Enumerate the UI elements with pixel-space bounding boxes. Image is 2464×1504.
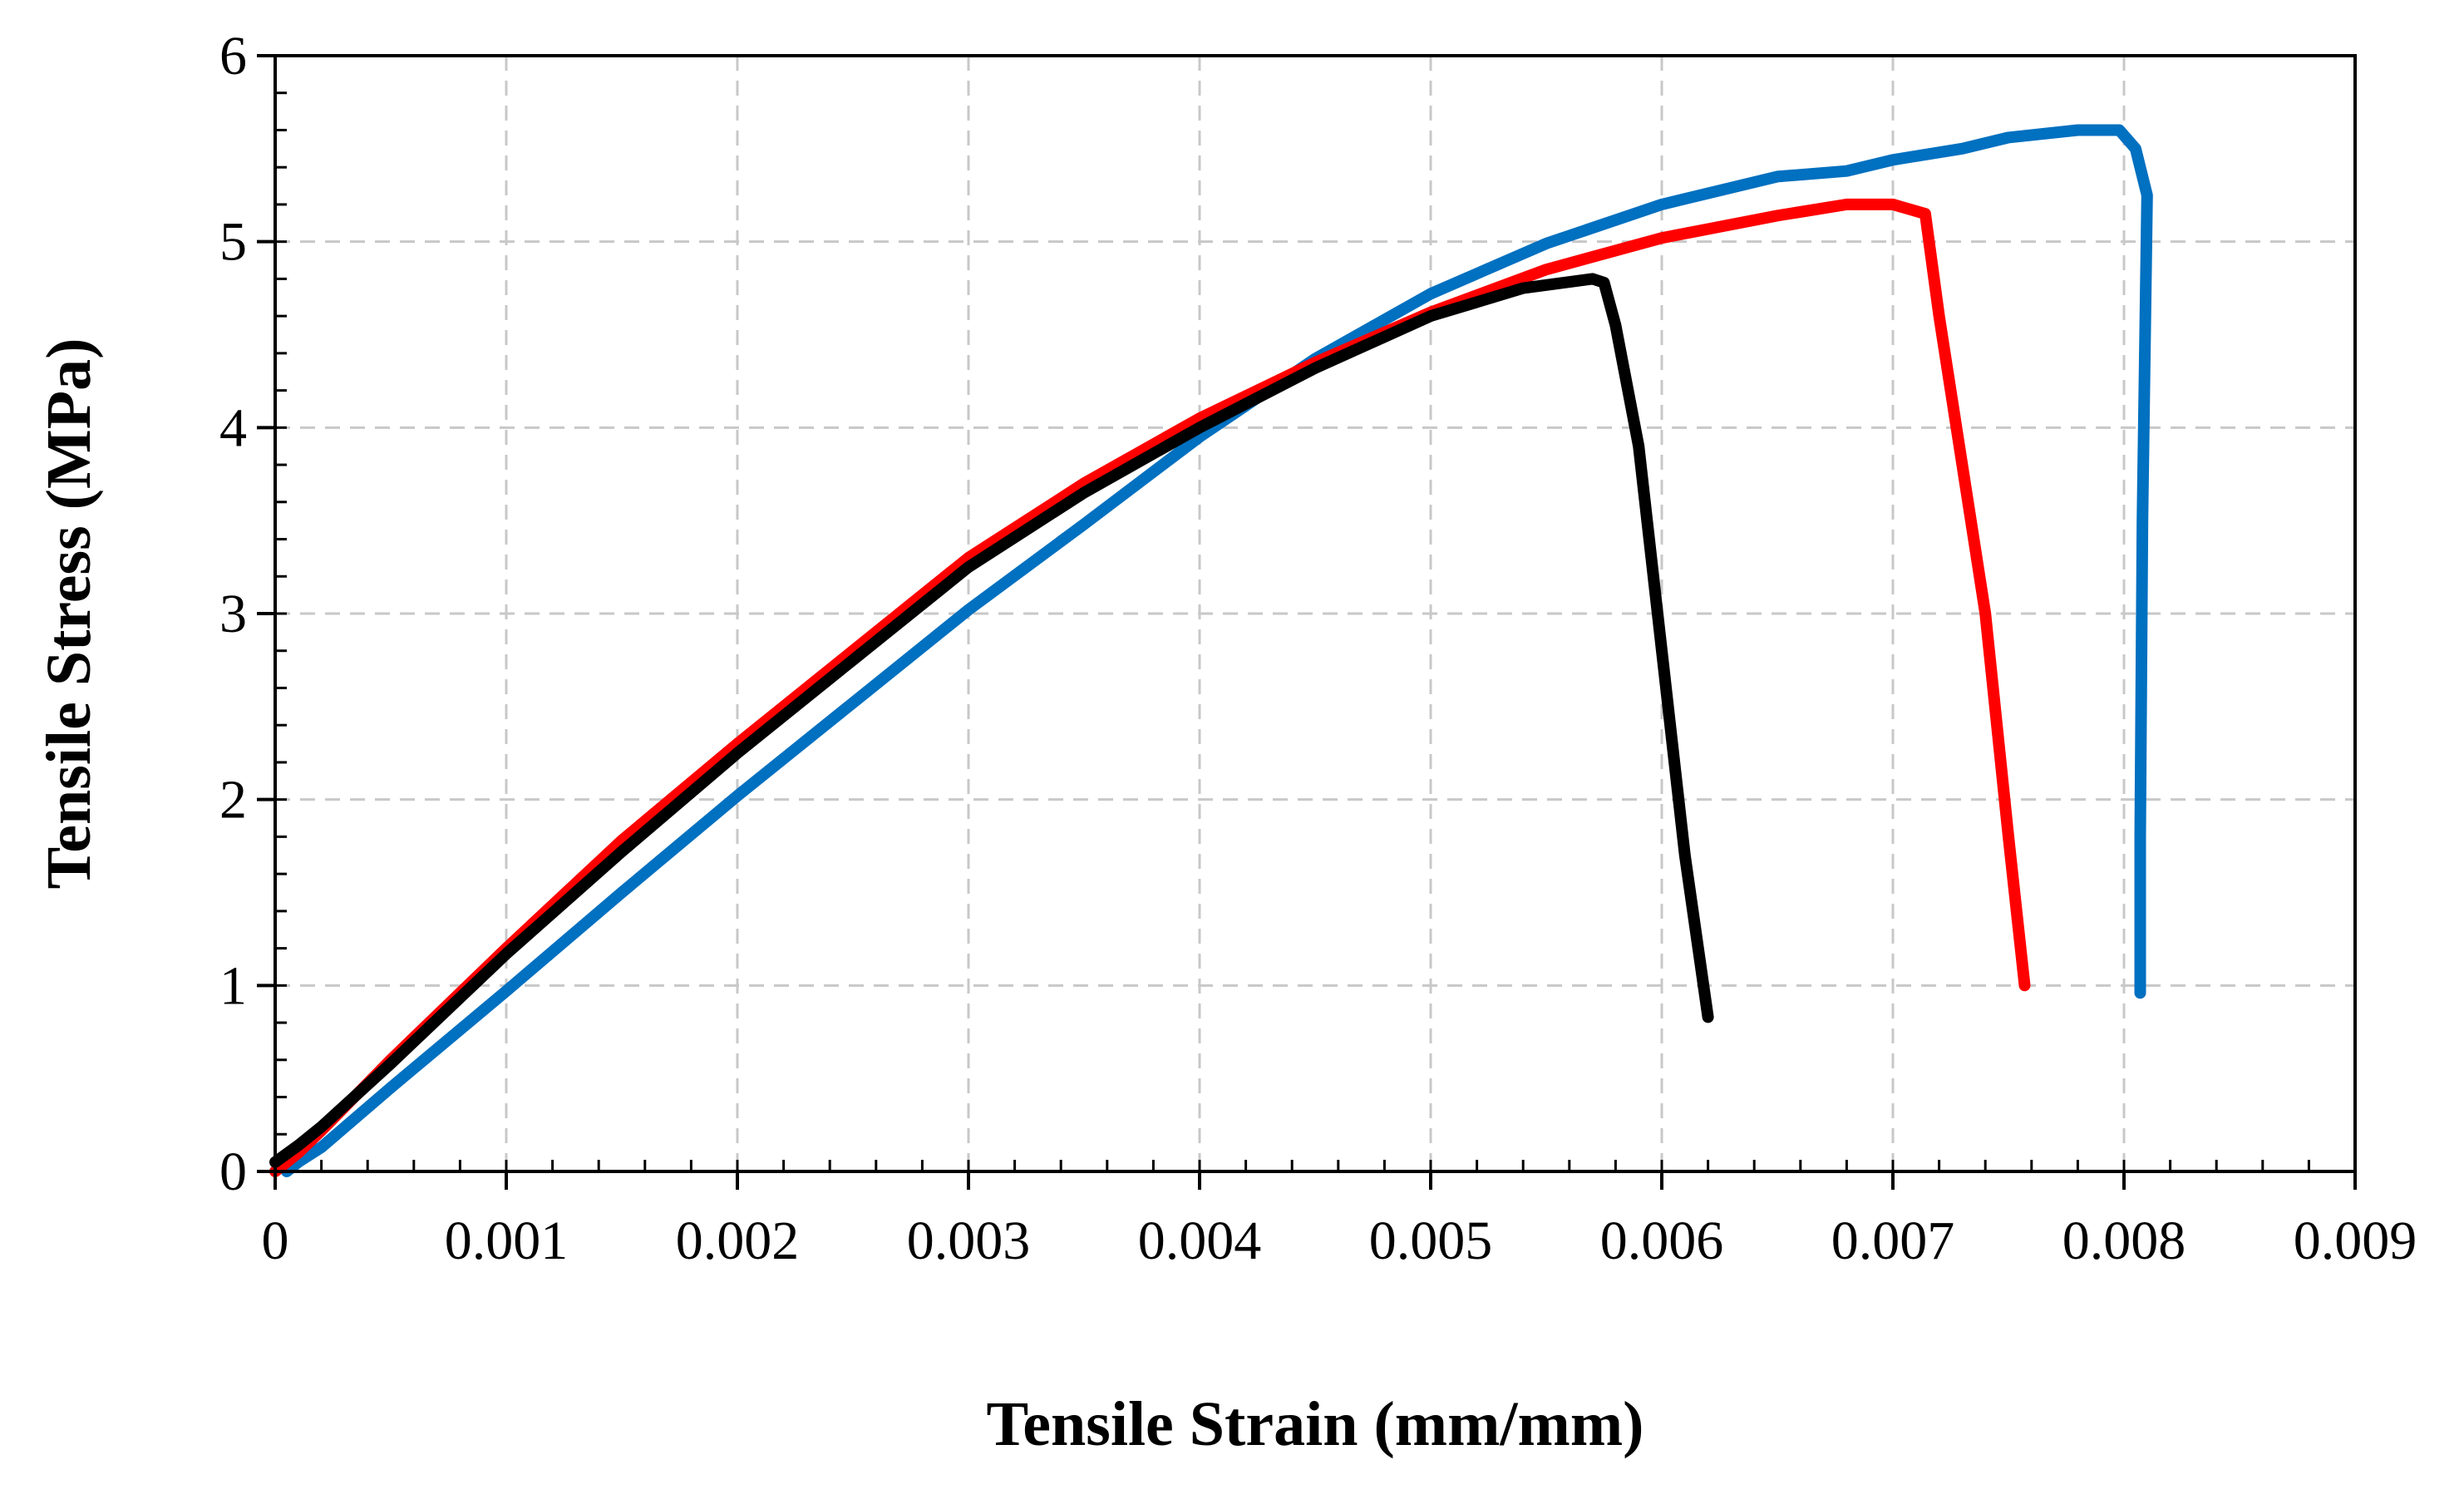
- y-tick-label: 2: [219, 770, 247, 831]
- series-line-black: [269, 273, 1714, 1168]
- x-tick-label: 0.003: [907, 1211, 1031, 1271]
- y-tick-label: 0: [219, 1142, 247, 1202]
- x-tick-label: 0.002: [676, 1211, 800, 1271]
- x-tick-label: 0.005: [1369, 1211, 1493, 1271]
- y-tick-label: 4: [219, 397, 247, 458]
- y-tick-label: 1: [219, 955, 247, 1016]
- y-tick-label: 6: [219, 26, 247, 86]
- x-tick-label: 0.004: [1138, 1211, 1262, 1271]
- y-axis-title: Tensile Stress (MPa): [34, 338, 104, 890]
- x-axis-title: Tensile Strain (mm/mm): [987, 1389, 1644, 1459]
- y-tick-label: 3: [219, 584, 247, 644]
- grid-layer: [275, 56, 2355, 1171]
- tick-layer: [257, 54, 2357, 1190]
- x-tick-label: 0.001: [445, 1211, 569, 1271]
- series-layer: [269, 124, 2153, 1177]
- y-tick-label: 5: [219, 212, 247, 273]
- x-tick-label: 0: [262, 1211, 289, 1271]
- ticklabel-layer: 0 0.001 0.002 0.003 0.004 0.005 0.006 0.007 0.00…: [219, 26, 2417, 1271]
- series-line-blue: [280, 124, 2153, 1177]
- x-tick-label: 0.007: [1831, 1211, 1955, 1271]
- series-line-red: [269, 198, 2031, 1177]
- x-tick-label: 0.009: [2294, 1211, 2417, 1271]
- minor-tick-layer: [274, 54, 2357, 1173]
- x-tick-label: 0.008: [2062, 1211, 2186, 1271]
- x-tick-label: 0.006: [1600, 1211, 1724, 1271]
